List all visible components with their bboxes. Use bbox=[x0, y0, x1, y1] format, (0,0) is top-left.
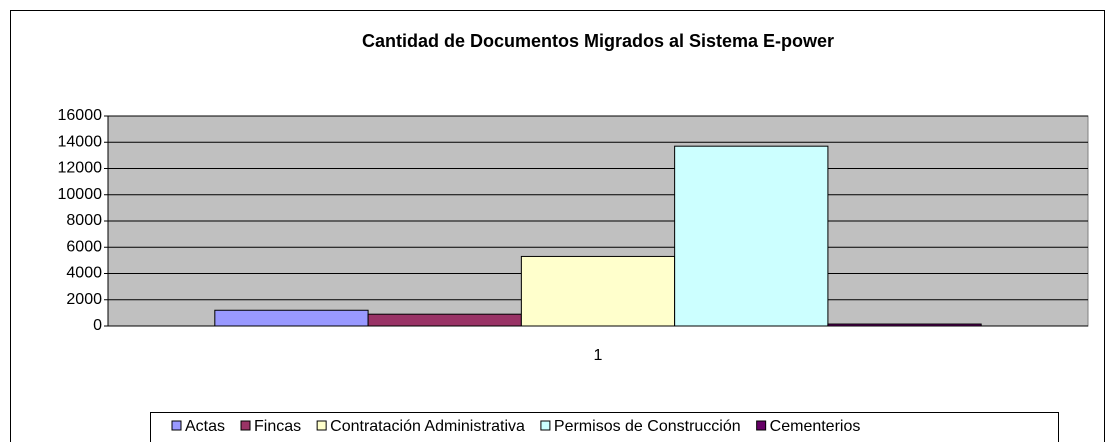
y-tick-label: 6000 bbox=[66, 238, 102, 255]
legend-swatch bbox=[316, 420, 327, 431]
bar bbox=[520, 255, 676, 327]
legend-label: Permisos de Construcción bbox=[554, 418, 741, 435]
x-tick-label: 1 bbox=[594, 347, 603, 364]
bar bbox=[367, 313, 522, 327]
legend-swatch bbox=[171, 420, 182, 431]
bar bbox=[214, 309, 369, 327]
y-tick-label: 14000 bbox=[58, 133, 103, 150]
y-tick-label: 8000 bbox=[66, 212, 102, 229]
bar bbox=[827, 323, 982, 327]
legend-swatch bbox=[240, 420, 251, 431]
bar bbox=[674, 145, 829, 327]
chart-title: Cantidad de Documentos Migrados al Siste… bbox=[362, 31, 834, 51]
legend-label: Cementerios bbox=[770, 418, 861, 435]
legend-label: Contratación Administrativa bbox=[330, 418, 525, 435]
y-tick-label: 10000 bbox=[58, 186, 103, 203]
y-tick-label: 2000 bbox=[66, 291, 102, 308]
y-tick-label: 4000 bbox=[66, 265, 102, 282]
legend-label: Fincas bbox=[254, 418, 301, 435]
legend-swatch bbox=[540, 420, 551, 431]
y-tick-label: 0 bbox=[93, 317, 102, 334]
legend-box bbox=[150, 412, 1059, 447]
legend-swatch bbox=[756, 420, 767, 431]
y-tick-label: 12000 bbox=[58, 160, 103, 177]
y-tick-label: 16000 bbox=[58, 107, 103, 124]
legend-label: Actas bbox=[185, 418, 225, 435]
